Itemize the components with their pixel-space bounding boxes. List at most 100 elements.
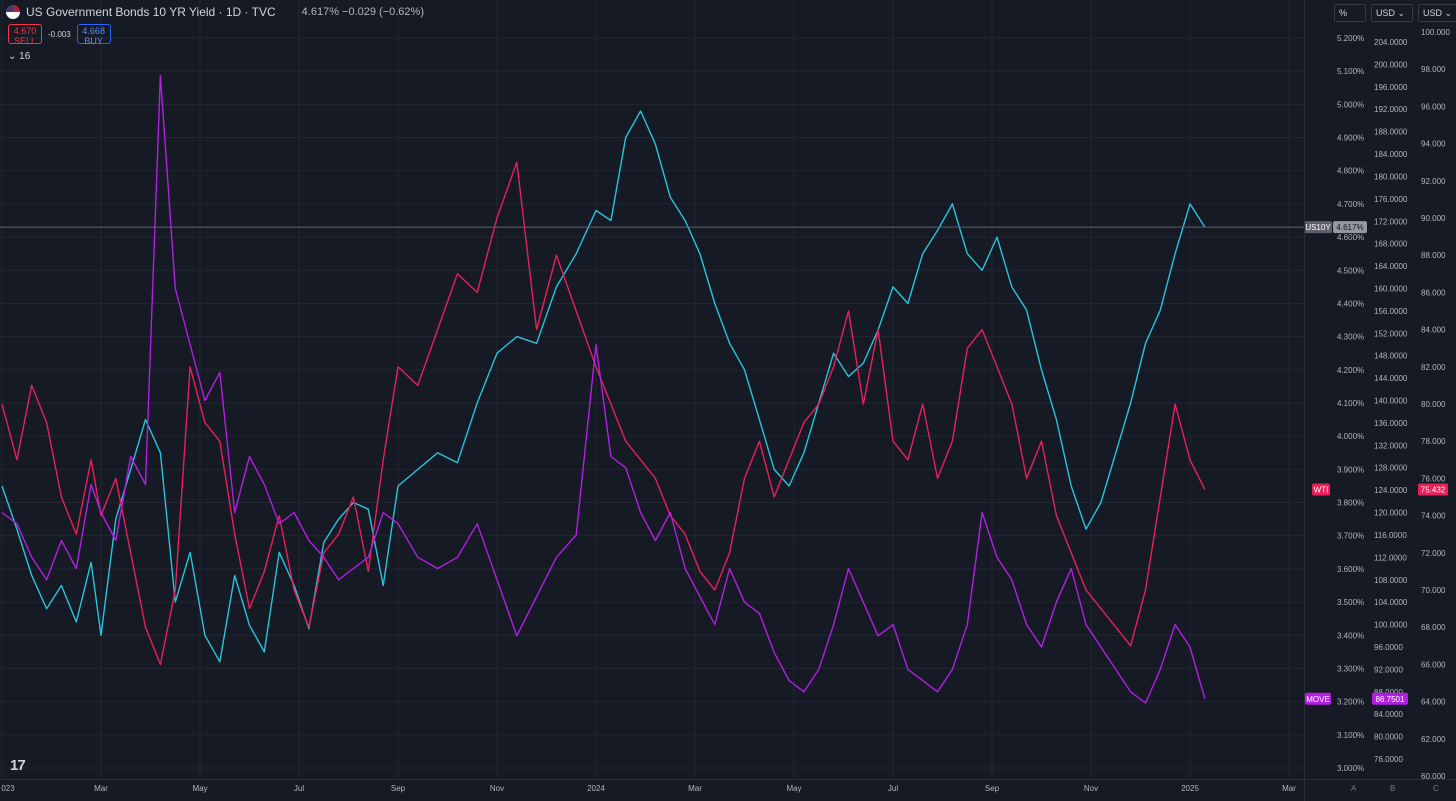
wti-axis-tick: 66.000 xyxy=(1421,660,1446,669)
price-quote: 4.617% −0.029 (−0.62%) xyxy=(301,6,424,18)
bottom-letter-c[interactable]: C xyxy=(1433,784,1439,793)
move-axis-tick: 108.0000 xyxy=(1374,576,1408,585)
tradingview-logo[interactable]: 17 xyxy=(10,757,26,774)
pct-axis-tick: 3.000% xyxy=(1337,764,1364,773)
label-move-bg xyxy=(1305,692,1331,705)
indicator-count: 16 xyxy=(19,51,31,62)
pct-axis-tick: 4.000% xyxy=(1337,432,1364,441)
pct-axis-tick: 3.900% xyxy=(1337,465,1364,474)
move-axis-tick: 96.0000 xyxy=(1374,643,1403,652)
move-axis-tick: 172.0000 xyxy=(1374,217,1408,226)
move-axis-tick: 104.0000 xyxy=(1374,598,1408,607)
sell-label: SELL xyxy=(13,36,37,46)
wti-axis-tick: 88.000 xyxy=(1421,251,1446,260)
currency-select-2[interactable]: USD ⌄ xyxy=(1418,4,1456,22)
symbol-title[interactable]: US Government Bonds 10 YR Yield · 1D · T… xyxy=(26,5,276,19)
wti-axis-tick: 92.000 xyxy=(1421,177,1446,186)
move-axis-tick: 76.0000 xyxy=(1374,755,1403,764)
move-axis-tick: 164.0000 xyxy=(1374,262,1408,271)
move-axis-tick: 192.0000 xyxy=(1374,105,1408,114)
pct-axis-tick: 4.900% xyxy=(1337,134,1364,143)
indicators-toggle[interactable]: ⌄ 16 xyxy=(8,51,30,62)
wti-axis-tick: 70.000 xyxy=(1421,586,1446,595)
value-move: 86.7501 xyxy=(1376,695,1405,704)
value-move-bg xyxy=(1372,692,1408,705)
wti-axis-tick: 94.000 xyxy=(1421,140,1446,149)
series-line-us10y xyxy=(1,110,1206,663)
x-axis-tick: Jul xyxy=(294,784,304,793)
pct-axis-tick: 4.100% xyxy=(1337,399,1364,408)
x-axis-tick: May xyxy=(786,784,801,793)
wti-axis-tick: 76.000 xyxy=(1421,474,1446,483)
label-us10y-bg xyxy=(1304,221,1332,234)
move-axis-tick: 196.0000 xyxy=(1374,83,1408,92)
pct-axis-tick: 4.500% xyxy=(1337,266,1364,275)
pct-axis-tick: 3.800% xyxy=(1337,499,1364,508)
move-axis-tick: 160.0000 xyxy=(1374,284,1408,293)
pct-axis-tick: 4.600% xyxy=(1337,233,1364,242)
buy-label: BUY xyxy=(84,36,103,46)
move-axis-tick: 112.0000 xyxy=(1374,553,1407,562)
pct-axis-tick: 4.800% xyxy=(1337,167,1364,176)
wti-axis-tick: 68.000 xyxy=(1421,623,1446,632)
us-flag-icon xyxy=(6,5,20,19)
pct-axis-tick: 3.600% xyxy=(1337,565,1364,574)
move-axis-tick: 80.0000 xyxy=(1374,733,1403,742)
pct-axis-tick: 3.700% xyxy=(1337,532,1364,541)
wti-axis-tick: 72.000 xyxy=(1421,549,1446,558)
pct-axis-tick: 5.200% xyxy=(1337,34,1364,43)
pct-axis-tick: 3.200% xyxy=(1337,698,1364,707)
chevron-down-icon: ⌄ xyxy=(8,51,17,62)
move-axis-tick: 200.0000 xyxy=(1374,60,1408,69)
pct-axis-tick: 4.300% xyxy=(1337,333,1364,342)
move-axis-tick: 204.0000 xyxy=(1374,38,1408,47)
move-axis-tick: 124.0000 xyxy=(1374,486,1408,495)
move-axis-tick: 152.0000 xyxy=(1374,329,1408,338)
bottom-letter-b[interactable]: B xyxy=(1390,784,1396,793)
move-axis-tick: 128.0000 xyxy=(1374,464,1408,473)
move-axis-tick: 88.0000 xyxy=(1374,688,1403,697)
wti-axis-tick: 82.000 xyxy=(1421,363,1446,372)
percent-scale-button[interactable]: % xyxy=(1334,4,1366,22)
wti-axis-tick: 90.000 xyxy=(1421,214,1446,223)
pct-axis-tick: 5.100% xyxy=(1337,67,1364,76)
currency-select-1[interactable]: USD ⌄ xyxy=(1371,4,1413,22)
wti-axis-tick: 78.000 xyxy=(1421,437,1446,446)
x-axis-tick: 2024 xyxy=(587,784,605,793)
move-axis-tick: 180.0000 xyxy=(1374,172,1408,181)
value-us10y-bg xyxy=(1333,221,1367,234)
x-axis-tick: 023 xyxy=(1,784,15,793)
wti-axis-tick: 62.000 xyxy=(1421,735,1446,744)
move-axis-tick: 120.0000 xyxy=(1374,509,1408,518)
series-line-move xyxy=(1,74,1206,704)
bottom-letter-a[interactable]: A xyxy=(1351,784,1357,793)
pct-axis-tick: 3.400% xyxy=(1337,631,1364,640)
pct-axis-tick: 3.500% xyxy=(1337,598,1364,607)
x-axis-tick: Mar xyxy=(94,784,108,793)
wti-axis-tick: 60.000 xyxy=(1421,772,1446,781)
move-axis-tick: 148.0000 xyxy=(1374,352,1408,361)
move-axis-tick: 144.0000 xyxy=(1374,374,1408,383)
buy-button[interactable]: 4.668 BUY xyxy=(76,24,111,46)
pct-axis-tick: 4.200% xyxy=(1337,366,1364,375)
value-us10y: 4.617% xyxy=(1336,223,1363,232)
move-axis-tick: 116.0000 xyxy=(1374,531,1407,540)
chart-header: US Government Bonds 10 YR Yield · 1D · T… xyxy=(6,5,424,19)
wti-axis-tick: 86.000 xyxy=(1421,288,1446,297)
move-axis-tick: 84.0000 xyxy=(1374,710,1403,719)
value-wti: 75.432 xyxy=(1421,486,1446,495)
buy-price: 4.668 xyxy=(82,26,105,36)
trade-buttons: 4.670 SELL -0.003 4.668 BUY xyxy=(8,24,111,46)
move-axis-tick: 136.0000 xyxy=(1374,419,1408,428)
move-axis-tick: 168.0000 xyxy=(1374,240,1408,249)
sell-button[interactable]: 4.670 SELL xyxy=(8,24,42,46)
wti-axis-tick: 100.000 xyxy=(1421,28,1450,37)
move-axis-tick: 188.0000 xyxy=(1374,128,1408,137)
pct-axis-tick: 4.400% xyxy=(1337,299,1364,308)
move-axis-tick: 184.0000 xyxy=(1374,150,1408,159)
label-move: MOVE xyxy=(1306,695,1330,704)
pct-axis-tick: 3.300% xyxy=(1337,664,1364,673)
move-axis-tick: 100.0000 xyxy=(1374,621,1408,630)
x-axis-tick: 2025 xyxy=(1181,784,1199,793)
